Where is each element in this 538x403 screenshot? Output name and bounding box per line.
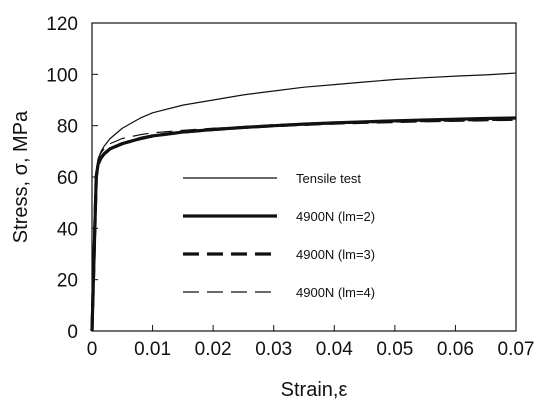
x-tick-label: 0.06 <box>437 339 474 360</box>
x-axis-title: Strain,ε <box>281 379 348 401</box>
x-tick-label: 0.01 <box>134 339 171 360</box>
y-tick-label: 40 <box>57 219 78 240</box>
series-layer <box>90 72 517 332</box>
legend-label-4: 4900N (lm=4) <box>296 285 375 300</box>
x-tick-label: 0.03 <box>255 339 292 360</box>
series-line-1 <box>91 72 517 332</box>
y-tick-label: 60 <box>57 168 78 189</box>
x-tick-label: 0 <box>87 339 98 360</box>
axes: 0 20 40 60 80 100 120 0 0.01 0.02 0.03 0.04 0.05 0.06… <box>46 14 534 360</box>
legend-label-2: 4900N (lm=2) <box>296 209 375 224</box>
legend-label-1: Tensile test <box>296 171 361 186</box>
legend-label-3: 4900N (lm=3) <box>296 247 375 262</box>
x-tick-label: 0.02 <box>195 339 232 360</box>
y-tick-label: 0 <box>67 322 78 343</box>
series-line-4 <box>91 119 517 332</box>
series-line-3 <box>90 117 517 332</box>
x-tick-label: 0.07 <box>498 339 535 360</box>
x-tick-label: 0.04 <box>316 339 353 360</box>
x-tick-label: 0.05 <box>376 339 413 360</box>
legend: Tensile test 4900N (lm=2) 4900N (lm=3) 4900… <box>183 171 375 300</box>
y-tick-label: 120 <box>46 14 78 35</box>
y-tick-label: 20 <box>57 271 78 292</box>
y-tick-label: 100 <box>46 65 78 86</box>
y-axis-title: Stress, σ, MPa <box>10 110 32 243</box>
y-tick-label: 80 <box>57 117 78 138</box>
